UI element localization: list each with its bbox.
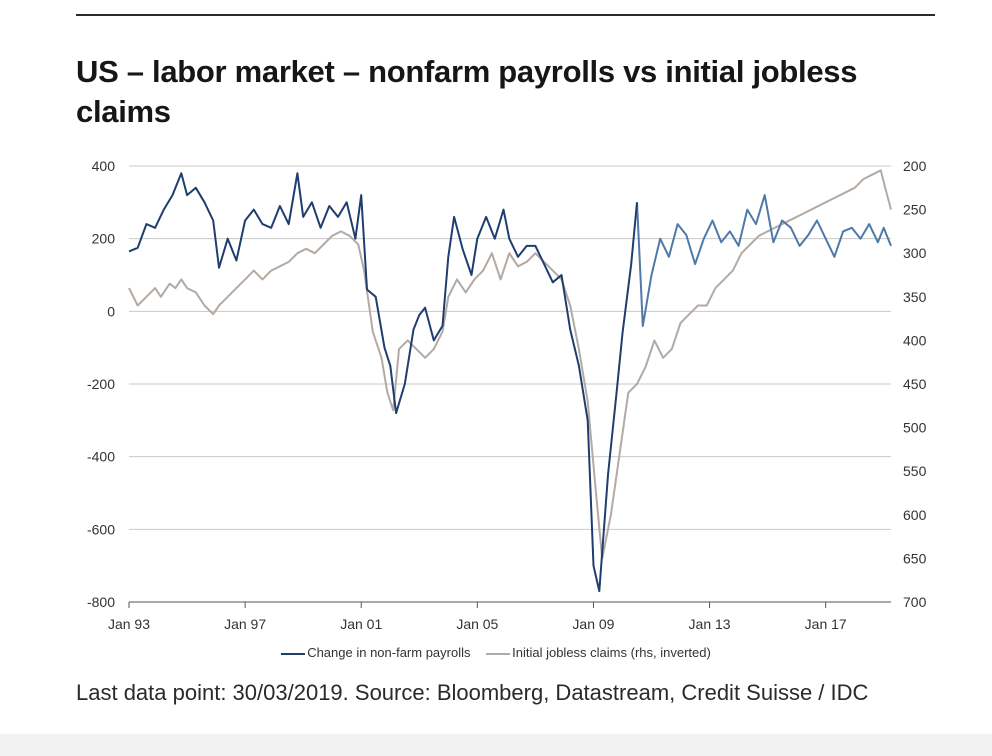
series-line-payrolls-recent [636,194,892,327]
y-right-tick-label: 650 [903,550,927,566]
claims-swatch [486,652,511,655]
x-tick-label: Jan 13 [689,616,731,632]
legend-item-payrolls: Change in non-farm payrolls [281,645,471,660]
x-tick-label: Jan 09 [572,616,614,632]
x-tick-label: Jan 97 [224,616,266,632]
y-right-tick-label: 550 [903,463,927,479]
payrolls-swatch [281,652,306,655]
axes [128,601,891,608]
source-note: Last data point: 30/03/2019. Source: Blo… [76,680,869,705]
top-rule [76,14,935,16]
legend: Change in non-farm payrolls Initial jobl… [0,645,992,660]
y-right-tick-label: 600 [903,507,927,523]
y-right-tick-label: 200 [903,158,927,174]
y-right-tick-label: 450 [903,376,927,392]
y-right-tick-label: 350 [903,289,927,305]
y-right-tick-label: 500 [903,420,927,436]
series-lines [128,169,892,593]
bottom-band [0,734,992,756]
x-tick-label: Jan 17 [805,616,847,632]
y-right-tick-label: 250 [903,202,927,218]
y-left-tick-label: -600 [87,521,115,537]
legend-label-payrolls: Change in non-farm payrolls [307,645,471,660]
legend-item-claims: Initial jobless claims (rhs, inverted) [486,645,711,660]
y-right-tick-label: 700 [903,594,927,610]
y-left-tick-label: 400 [92,158,116,174]
y-left-tick-label: -800 [87,594,115,610]
y-right-tick-label: 300 [903,245,927,261]
series-line-initial-jobless-claims [128,169,892,560]
x-tick-label: Jan 01 [340,616,382,632]
line-chart: 400 200 0 -200 -400 -600 -800 200 250 300 350 400 45… [87,158,927,632]
chart-title: US – labor market – nonfarm payrolls vs … [76,54,858,129]
tick-labels: 400 200 0 -200 -400 -600 -800 200 250 300 350 400 45… [87,158,927,632]
x-tick-label: Jan 05 [456,616,498,632]
x-tick-label: Jan 93 [108,616,150,632]
y-left-tick-label: 200 [92,231,116,247]
y-right-tick-label: 400 [903,332,927,348]
legend-label-claims: Initial jobless claims (rhs, inverted) [512,645,711,660]
series-line-change-in-non-farm-payrolls [128,172,638,593]
y-left-tick-label: -400 [87,449,115,465]
y-left-tick-label: -200 [87,376,115,392]
y-left-tick-label: 0 [107,303,115,319]
